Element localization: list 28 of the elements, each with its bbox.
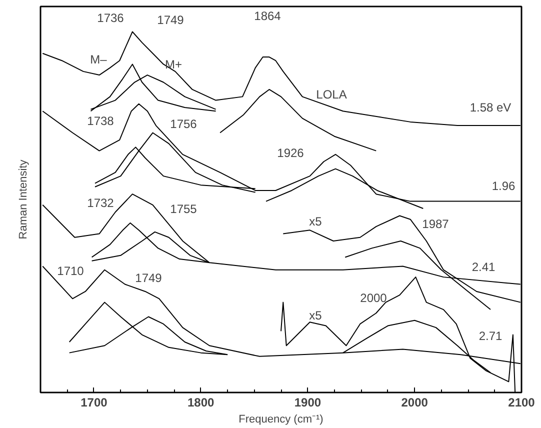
annotation: M+	[165, 58, 182, 72]
annotation: 2000	[360, 291, 388, 305]
annotation: 1.58 eV	[470, 100, 512, 114]
annotation: 1710	[57, 264, 84, 278]
x-tick-label: 1700	[80, 396, 108, 410]
x-axis-title: Frequency (cm⁻¹)	[238, 414, 324, 426]
x-tick-label: 2100	[508, 396, 536, 410]
annotation: 2.71	[478, 329, 503, 343]
annotation: x5	[309, 214, 322, 228]
annotation: 1987	[422, 217, 450, 231]
text: 1736	[97, 11, 124, 25]
annotation: 2.41	[472, 260, 496, 274]
annotation: 1.96	[492, 179, 516, 193]
annotation: x5	[309, 308, 322, 322]
text: 1749	[157, 13, 184, 27]
annotation: 1738	[87, 114, 114, 128]
text: 1864	[254, 9, 282, 23]
annotation: LOLA	[316, 88, 347, 102]
annotation: 1926	[277, 146, 304, 160]
annotation: 1755	[170, 202, 198, 216]
annotation: M–	[90, 52, 108, 66]
x-tick-label: 1900	[294, 396, 322, 410]
annotation: 1732	[87, 196, 114, 210]
annotation: 1756	[170, 117, 198, 131]
y-axis-title: Raman Intensity	[18, 159, 30, 240]
x-tick-label: 1800	[187, 396, 215, 410]
x-tick-label: 2000	[401, 396, 428, 410]
annotation: 1749	[135, 271, 162, 285]
